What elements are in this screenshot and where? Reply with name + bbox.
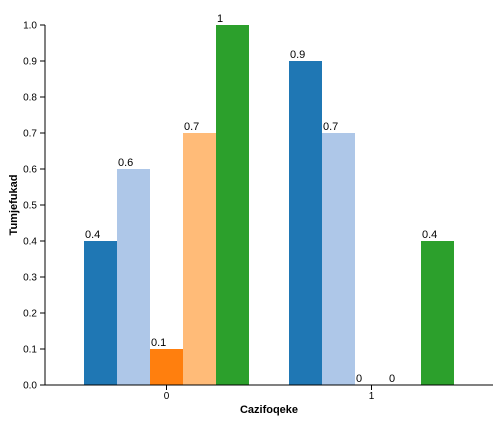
bar-value-label: 0.4 bbox=[85, 229, 100, 241]
x-axis-title: Cazifoqeke bbox=[240, 404, 298, 416]
y-tick-label: 0.5 bbox=[23, 201, 37, 212]
x-tick-label: 1 bbox=[369, 391, 375, 402]
bar-value-label: 0.9 bbox=[290, 49, 305, 61]
bar-value-label: 0.7 bbox=[323, 121, 338, 133]
y-tick-label: 0.9 bbox=[23, 57, 37, 68]
bars-layer bbox=[84, 25, 454, 385]
bar bbox=[183, 133, 216, 385]
y-tick-label: 0.1 bbox=[23, 345, 37, 356]
bar bbox=[117, 169, 150, 385]
bar-value-label: 0.7 bbox=[184, 121, 199, 133]
y-axis-title: Tumjefukad bbox=[8, 175, 20, 236]
y-tick-label: 0.6 bbox=[23, 165, 37, 176]
bar bbox=[421, 241, 454, 385]
bar-value-label: 0 bbox=[356, 373, 362, 385]
bar bbox=[322, 133, 355, 385]
y-tick-label: 1.0 bbox=[23, 21, 37, 32]
bar-value-label: 0.6 bbox=[118, 157, 133, 169]
y-tick-label: 0.4 bbox=[23, 237, 37, 248]
bar-value-label: 0 bbox=[389, 373, 395, 385]
y-axis-ticks: 0.0 0.1 0.2 0.3 0.4 0.5 0.6 0.7 0.8 0.9 1.0 bbox=[23, 21, 45, 392]
bar-value-label: 0.1 bbox=[151, 337, 166, 349]
bar bbox=[84, 241, 117, 385]
y-tick-label: 0.3 bbox=[23, 273, 37, 284]
y-tick-label: 0.0 bbox=[23, 381, 37, 392]
bar bbox=[216, 25, 249, 385]
bar-value-label: 0.4 bbox=[422, 229, 437, 241]
bar bbox=[150, 349, 183, 385]
y-tick-label: 0.2 bbox=[23, 309, 37, 320]
y-tick-label: 0.7 bbox=[23, 129, 37, 140]
x-tick-label: 0 bbox=[164, 391, 170, 402]
bar-value-label: 1 bbox=[217, 13, 223, 25]
y-tick-label: 0.8 bbox=[23, 93, 37, 104]
data-labels-layer: 0.4 0.6 0.1 0.7 1 0.9 0.7 0 0 0.4 bbox=[85, 13, 437, 385]
bar bbox=[289, 61, 322, 385]
